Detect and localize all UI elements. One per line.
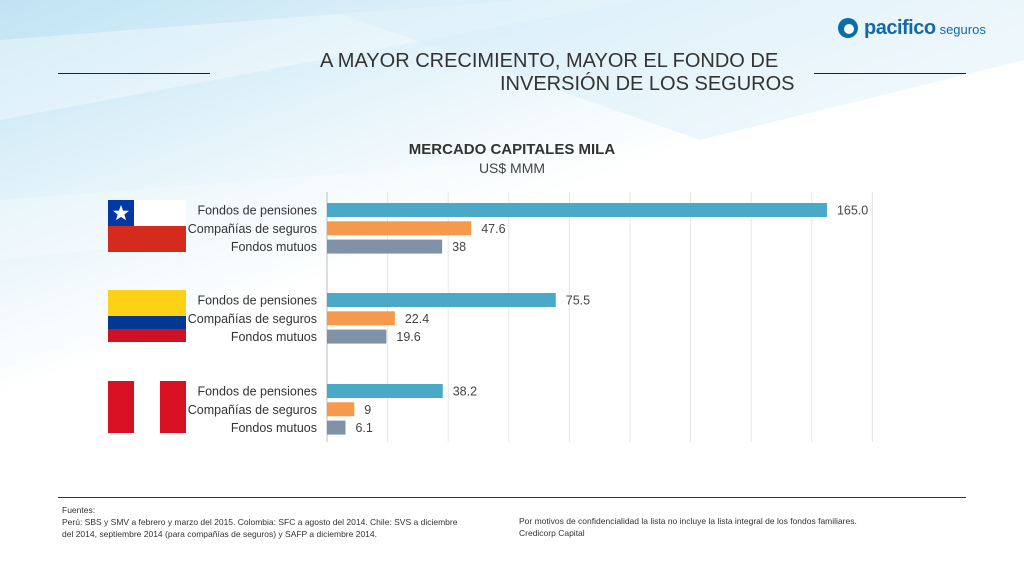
pacifico-logo: pacifico seguros [838,14,986,42]
footer-rule [58,497,966,498]
footer-note-line2: Credicorp Capital [519,528,585,538]
data-label: 75.5 [566,294,590,308]
chart-subtitle: US$ MMM [478,160,546,176]
data-label: 38.2 [453,385,477,399]
peru-flag [108,381,186,433]
footer-note: Por motivos de confidencialidad la lista… [519,515,939,539]
category-label: Fondos de pensiones [197,385,317,399]
category-label: Fondos mutuos [231,330,317,344]
bar [327,420,346,435]
data-label: 22.4 [405,312,429,326]
chile-flag [108,200,186,252]
footer-note-line1: Por motivos de confidencialidad la lista… [519,516,857,526]
bar [327,239,443,254]
bar [327,311,395,326]
footer-sources-line2: del 2014, septiembre 2014 (para compañía… [62,529,377,539]
data-label: 165.0 [837,204,868,218]
data-label: 38 [452,240,466,254]
data-label: 6.1 [355,421,372,435]
footer-sources: Fuentes: Perú: SBS y SMV a febrero y mar… [62,504,512,540]
bar [327,384,443,398]
data-label: 9 [364,403,371,417]
bar [327,329,387,344]
slide-title: A MAYOR CRECIMIENTO, MAYOR EL FONDO DE I… [320,50,816,96]
title-rule-right [814,73,966,74]
slide-title-line2: INVERSIÓN DE LOS SEGUROS [500,73,795,95]
footer-sources-line1: Perú: SBS y SMV a febrero y marzo del 20… [62,517,458,527]
slide-title-line1: A MAYOR CRECIMIENTO, MAYOR EL FONDO DE [320,50,779,72]
category-label: Fondos mutuos [231,240,317,254]
colombia-flag [108,290,186,342]
logo-suffix: seguros [939,22,986,37]
category-label: Fondos de pensiones [197,294,317,308]
category-label: Fondos de pensiones [197,204,317,218]
data-label: 47.6 [481,222,505,236]
data-label: 19.6 [396,330,420,344]
category-label: Compañías de seguros [188,222,317,236]
chart-title: MERCADO CAPITALES MILA [408,141,616,158]
category-label: Compañías de seguros [188,403,317,417]
bar [327,293,556,307]
pacifico-logo-icon [838,18,858,38]
footer-heading: Fuentes: [62,505,96,515]
bar [327,221,472,236]
bar [327,203,827,217]
category-label: Fondos mutuos [231,421,317,435]
bar [327,402,355,417]
category-label: Compañías de seguros [188,312,317,326]
title-rule-left [58,73,210,74]
chile-flag-star-icon [113,205,129,221]
logo-brand: pacifico [864,16,936,39]
